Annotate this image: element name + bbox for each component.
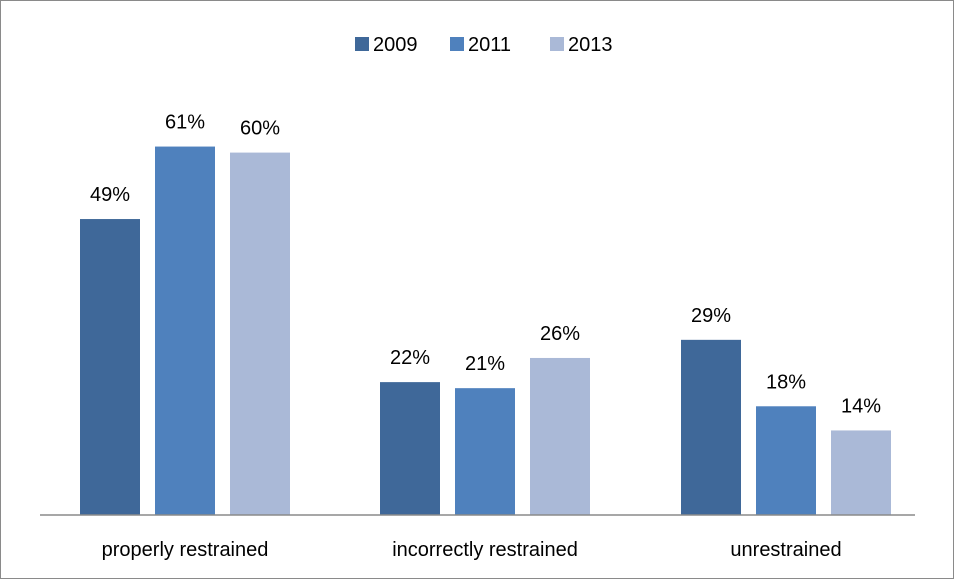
value-label-2013-1: 26% — [540, 323, 580, 345]
legend: 2009 2011 2013 — [355, 34, 613, 56]
legend-label-2013: 2013 — [568, 34, 613, 56]
bar-2009-2 — [681, 339, 741, 515]
value-labels-group: 49% 22% 29% 61% 21% 18% 60% 26% 14% — [90, 112, 881, 418]
value-label-2009-2: 29% — [691, 305, 731, 327]
bar-2013-2 — [831, 430, 891, 515]
category-label-2: unrestrained — [730, 539, 841, 561]
bar-2011-2 — [756, 406, 816, 515]
value-label-2013-0: 60% — [240, 118, 280, 140]
bar-2009-1 — [380, 382, 440, 515]
bar-2011-0 — [155, 146, 215, 515]
legend-swatch-2009 — [355, 37, 369, 51]
legend-label-2009: 2009 — [373, 34, 418, 56]
bars-group — [80, 146, 891, 516]
legend-swatch-2011 — [450, 37, 464, 51]
value-label-2009-1: 22% — [390, 347, 430, 369]
value-label-2011-0: 61% — [165, 112, 205, 134]
value-label-2013-2: 14% — [841, 395, 881, 417]
category-label-1: incorrectly restrained — [392, 539, 578, 561]
value-label-2009-0: 49% — [90, 184, 130, 206]
legend-swatch-2013 — [550, 37, 564, 51]
bar-2013-0 — [230, 152, 290, 515]
value-label-2011-2: 18% — [766, 371, 806, 393]
bar-2013-1 — [530, 357, 590, 515]
value-label-2011-1: 21% — [465, 353, 505, 375]
bar-2009-0 — [80, 219, 140, 516]
category-labels-group: properly restrained incorrectly restraine… — [102, 539, 842, 561]
bar-2011-1 — [455, 388, 515, 515]
legend-label-2011: 2011 — [468, 34, 511, 56]
category-label-0: properly restrained — [102, 539, 269, 561]
